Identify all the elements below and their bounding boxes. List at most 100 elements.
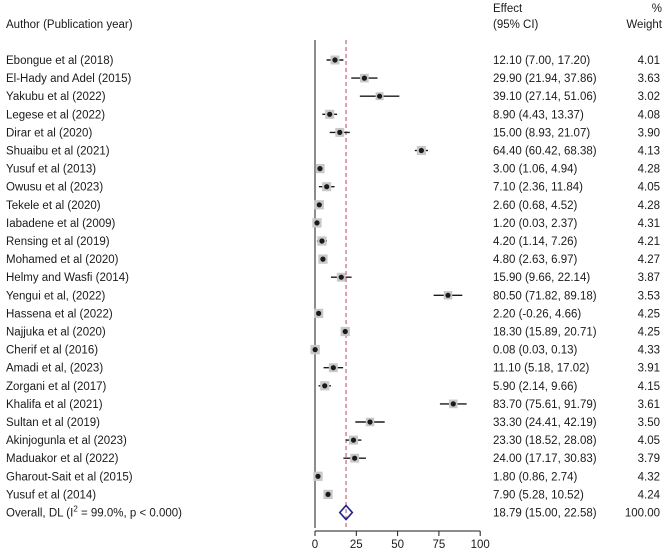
effect-ci-value: 33.30 (24.41, 42.19) bbox=[493, 417, 597, 429]
study-label: Khalifa et al (2021) bbox=[6, 399, 103, 411]
ci-column-header: (95% CI) bbox=[493, 19, 539, 31]
point-estimate bbox=[314, 220, 320, 226]
study-row: Yengui et al, (2022) 80.50 (71.82, 89.18)… bbox=[6, 290, 660, 302]
weight-value: 4.28 bbox=[638, 200, 660, 212]
overall-diamond bbox=[338, 504, 354, 521]
study-label: Yusuf et al (2014) bbox=[6, 489, 96, 501]
overall-weight-value: 100.00 bbox=[625, 508, 660, 520]
x-tick-label: 0 bbox=[312, 539, 318, 551]
weight-value: 4.33 bbox=[638, 345, 660, 357]
study-row: Yakubu et al (2022) 39.10 (27.14, 51.06) 3… bbox=[6, 91, 660, 103]
weight-column-header: Weight bbox=[626, 19, 662, 31]
point-estimate bbox=[445, 292, 451, 298]
study-row: Najjuka et al (2020) 18.30 (15.89, 20.71)… bbox=[6, 327, 660, 339]
point-estimate bbox=[450, 401, 456, 407]
weight-percent-header: % bbox=[652, 3, 662, 15]
overall-label-superscript: 2 bbox=[73, 505, 78, 514]
effect-ci-value: 4.80 (2.63, 6.97) bbox=[493, 254, 578, 266]
point-estimate bbox=[319, 238, 325, 244]
study-label: Legese et al (2022) bbox=[6, 109, 105, 121]
study-label: Maduakor et al (2022) bbox=[6, 453, 119, 465]
weight-value: 3.61 bbox=[638, 399, 660, 411]
study-row: Mohamed et al (2020) 4.80 (2.63, 6.97) 4.2… bbox=[6, 254, 660, 266]
study-row: Shuaibu et al (2021) 64.40 (60.42, 68.38)… bbox=[6, 146, 660, 158]
study-label: Amadi et al, (2023) bbox=[6, 363, 103, 375]
study-row: Tekele et al (2020) 2.60 (0.68, 4.52) 4.28 bbox=[6, 200, 660, 212]
weight-value: 4.31 bbox=[638, 218, 660, 230]
study-label: Hassena et al (2022) bbox=[6, 308, 113, 320]
effect-ci-value: 8.90 (4.43, 13.37) bbox=[493, 109, 584, 121]
weight-value: 4.21 bbox=[638, 236, 660, 248]
effect-ci-value: 23.30 (18.52, 28.08) bbox=[493, 435, 597, 447]
effect-ci-value: 11.10 (5.18, 17.02) bbox=[493, 363, 589, 375]
study-label: Yengui et al, (2022) bbox=[6, 290, 105, 302]
x-tick-label: 25 bbox=[350, 539, 363, 551]
study-label: Tekele et al (2020) bbox=[6, 200, 101, 212]
study-row: Cherif et al (2016) 0.08 (0.03, 0.13) 4.33 bbox=[6, 345, 660, 357]
study-label: Gharout-Sait et al (2015) bbox=[6, 471, 133, 483]
study-label: Yusuf et al (2013) bbox=[6, 164, 96, 176]
study-row: Amadi et al, (2023) 11.10 (5.18, 17.02) 3.… bbox=[6, 363, 660, 375]
point-estimate bbox=[337, 129, 343, 135]
effect-ci-value: 24.00 (17.17, 30.83) bbox=[493, 453, 597, 465]
point-estimate bbox=[320, 256, 326, 262]
weight-value: 4.05 bbox=[638, 182, 660, 194]
point-estimate bbox=[338, 274, 344, 280]
effect-ci-value: 18.30 (15.89, 20.71) bbox=[493, 327, 597, 339]
weight-value: 4.15 bbox=[638, 381, 660, 393]
study-row: Yusuf et al (2013) 3.00 (1.06, 4.94) 4.28 bbox=[6, 164, 660, 176]
study-label: Rensing et al (2019) bbox=[6, 236, 110, 248]
study-row: Hassena et al (2022) 2.20 (-0.26, 4.66) 4.… bbox=[6, 308, 660, 320]
study-label: Cherif et al (2016) bbox=[6, 345, 98, 357]
weight-value: 4.25 bbox=[638, 327, 660, 339]
effect-ci-value: 1.80 (0.86, 2.74) bbox=[493, 471, 578, 483]
study-label: Shuaibu et al (2021) bbox=[6, 146, 110, 158]
overall-label: Overall, DL (I2 = 99.0%, p < 0.000) bbox=[6, 505, 182, 520]
point-estimate bbox=[332, 57, 338, 63]
point-estimate bbox=[316, 310, 322, 316]
weight-value: 3.79 bbox=[638, 453, 660, 465]
effect-ci-value: 1.20 (0.03, 2.37) bbox=[493, 218, 578, 230]
weight-value: 4.27 bbox=[638, 254, 660, 266]
table-header: Author (Publication year) Effect (95% CI… bbox=[6, 3, 663, 31]
study-label: Helmy and Wasfi (2014) bbox=[6, 272, 129, 284]
point-estimate bbox=[330, 365, 336, 371]
weight-value: 4.24 bbox=[638, 489, 661, 501]
study-row: Ebongue et al (2018) 12.10 (7.00, 17.20) 4… bbox=[6, 55, 660, 67]
weight-value: 4.05 bbox=[638, 435, 660, 447]
study-row: Akinjogunla et al (2023) 23.30 (18.52, 28… bbox=[6, 435, 660, 447]
x-tick-label: 75 bbox=[433, 539, 446, 551]
study-label: Ebongue et al (2018) bbox=[6, 55, 114, 67]
point-estimate bbox=[325, 491, 331, 497]
point-estimate bbox=[342, 328, 348, 335]
effect-ci-value: 12.10 (7.00, 17.20) bbox=[493, 55, 590, 67]
weight-value: 3.02 bbox=[638, 91, 660, 103]
weight-value: 3.90 bbox=[638, 127, 660, 139]
study-label: Dirar et al (2020) bbox=[6, 127, 92, 139]
point-estimate bbox=[367, 419, 373, 425]
effect-ci-value: 2.60 (0.68, 4.52) bbox=[493, 200, 578, 212]
overall-label-suffix: = 99.0%, p < 0.000) bbox=[78, 508, 182, 520]
study-row: El-Hady and Adel (2015) 29.90 (21.94, 37.… bbox=[6, 73, 660, 85]
weight-value: 4.08 bbox=[638, 109, 660, 121]
effect-ci-value: 5.90 (2.14, 9.66) bbox=[493, 381, 578, 393]
point-estimate bbox=[315, 473, 321, 479]
effect-ci-value: 4.20 (1.14, 7.26) bbox=[493, 236, 578, 248]
study-row: Maduakor et al (2022) 24.00 (17.17, 30.83… bbox=[6, 453, 660, 465]
point-estimate bbox=[327, 111, 333, 117]
effect-ci-value: 3.00 (1.06, 4.94) bbox=[493, 164, 578, 176]
weight-value: 4.01 bbox=[638, 55, 660, 67]
point-estimate bbox=[317, 166, 323, 172]
x-tick-label: 100 bbox=[471, 539, 490, 551]
study-row: Iabadene et al (2009) 1.20 (0.03, 2.37) 4.… bbox=[6, 218, 660, 230]
study-label: Sultan et al (2019) bbox=[6, 417, 100, 429]
study-row: Helmy and Wasfi (2014) 15.90 (9.66, 22.14… bbox=[6, 272, 660, 284]
point-estimate bbox=[350, 437, 357, 443]
study-row: Yusuf et al (2014) 7.90 (5.28, 10.52) 4.24 bbox=[6, 489, 661, 501]
effect-ci-value: 2.20 (-0.26, 4.66) bbox=[493, 308, 581, 320]
study-column-header: Author (Publication year) bbox=[6, 19, 133, 31]
point-estimate bbox=[324, 184, 330, 190]
study-row: Owusu et al (2023) 7.10 (2.36, 11.84) 4.05 bbox=[6, 182, 660, 194]
effect-column-header: Effect bbox=[493, 3, 523, 15]
x-axis: 0 25 50 75 100 bbox=[312, 530, 490, 551]
